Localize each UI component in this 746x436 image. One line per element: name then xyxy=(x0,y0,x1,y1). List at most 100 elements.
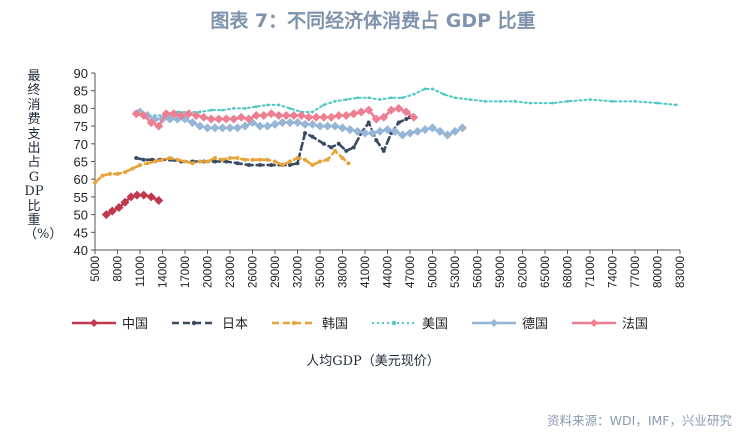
data-point-5-32 xyxy=(371,114,381,124)
data-point-3-31 xyxy=(498,99,502,103)
data-point-2-33 xyxy=(340,155,345,160)
data-point-5-24 xyxy=(311,112,321,122)
data-point-3-6 xyxy=(209,108,213,112)
x-tick-label: 41000 xyxy=(360,256,372,288)
data-point-1-22 xyxy=(344,148,349,153)
data-point-2-29 xyxy=(310,163,315,168)
y-tick-label: 55 xyxy=(74,190,88,205)
data-point-1-10 xyxy=(235,161,240,166)
data-point-4-16 xyxy=(255,121,265,131)
data-point-2-25 xyxy=(280,163,285,168)
data-point-1-17 xyxy=(303,131,307,136)
data-point-1-1 xyxy=(141,157,146,162)
data-point-5-17 xyxy=(259,110,269,120)
data-point-4-10 xyxy=(210,123,220,133)
x-tick-label: 44000 xyxy=(383,256,395,288)
data-point-3-19 xyxy=(356,96,359,100)
data-point-2-11 xyxy=(175,157,180,162)
data-point-3-27 xyxy=(442,92,446,96)
data-point-4-37 xyxy=(412,126,423,136)
data-point-1-19 xyxy=(321,141,326,146)
data-point-3-38 xyxy=(633,99,637,103)
x-tick-label: 53000 xyxy=(450,256,462,288)
data-point-1-29 xyxy=(396,120,401,125)
data-point-4-14 xyxy=(240,121,250,131)
data-point-1-2 xyxy=(150,157,154,162)
data-point-2-16 xyxy=(213,155,217,160)
source-note: 资料来源：WDI，IMF，兴业研究 xyxy=(547,413,732,428)
data-point-5-16 xyxy=(251,110,261,120)
data-point-3-21 xyxy=(378,98,382,101)
data-point-1-0 xyxy=(134,155,139,160)
data-point-5-4 xyxy=(161,109,171,119)
data-point-4-4 xyxy=(165,114,175,124)
data-point-3-24 xyxy=(412,92,416,96)
y-tick-label: 45 xyxy=(74,225,88,240)
data-point-5-6 xyxy=(176,110,186,120)
data-point-2-15 xyxy=(205,159,210,164)
data-point-1-13 xyxy=(269,163,274,168)
x-tick-label: 32000 xyxy=(293,256,305,288)
legend-marker xyxy=(191,320,197,326)
data-point-4-24 xyxy=(315,121,325,131)
data-point-2-9 xyxy=(160,157,165,162)
x-axis-label: 人均GDP（美元现价） xyxy=(306,354,440,369)
chart-title: 图表 7：不同经济体消费占 GDP 比重 xyxy=(210,10,536,32)
data-point-3-17 xyxy=(333,99,337,103)
data-point-4-17 xyxy=(262,121,273,131)
data-point-2-22 xyxy=(258,157,262,162)
data-point-4-8 xyxy=(195,121,205,131)
data-point-3-33 xyxy=(528,101,532,105)
data-point-1-9 xyxy=(224,159,229,164)
data-point-4-7 xyxy=(187,118,198,128)
legend-label: 德国 xyxy=(522,317,548,332)
data-point-3-7 xyxy=(221,108,224,112)
data-point-2-18 xyxy=(228,155,232,160)
x-tick-label: 5000 xyxy=(90,256,102,282)
data-point-3-28 xyxy=(453,96,457,100)
x-tick-label: 20000 xyxy=(203,256,215,288)
data-point-5-18 xyxy=(266,109,276,119)
data-point-4-9 xyxy=(202,123,213,133)
legend-label: 韩国 xyxy=(322,317,348,332)
legend-item-1: 日本 xyxy=(172,317,248,332)
data-point-4-43 xyxy=(457,123,468,133)
data-point-5-7 xyxy=(184,109,194,119)
data-point-5-30 xyxy=(356,107,366,117)
x-tick-label: 38000 xyxy=(338,256,350,288)
data-point-2-19 xyxy=(235,155,240,160)
legend-marker xyxy=(391,320,397,326)
data-point-5-12 xyxy=(221,114,231,124)
data-point-3-20 xyxy=(367,96,371,100)
data-point-1-27 xyxy=(381,148,386,153)
data-point-4-32 xyxy=(375,126,385,136)
y-tick-label: 75 xyxy=(74,119,88,134)
x-tick-label: 65000 xyxy=(540,256,552,288)
data-point-4-27 xyxy=(337,123,348,133)
data-point-3-11 xyxy=(266,103,269,107)
data-point-3-35 xyxy=(566,99,569,103)
data-point-4-22 xyxy=(300,119,310,129)
data-point-5-27 xyxy=(334,110,344,120)
y-tick-label: 65 xyxy=(74,155,88,170)
data-point-3-16 xyxy=(322,103,326,107)
legend-item-5: 法国 xyxy=(572,317,648,332)
data-point-5-28 xyxy=(341,110,351,120)
data-point-2-2 xyxy=(108,171,112,176)
x-tick-label: 47000 xyxy=(405,256,417,288)
data-point-4-18 xyxy=(270,119,280,129)
data-point-2-7 xyxy=(145,161,150,166)
x-tick-label: 14000 xyxy=(158,256,170,288)
data-point-2-30 xyxy=(318,159,322,164)
data-point-1-20 xyxy=(329,145,334,150)
y-tick-label: 80 xyxy=(74,101,88,116)
data-point-5-26 xyxy=(326,112,336,122)
x-tick-label: 74000 xyxy=(608,256,620,288)
data-point-3-34 xyxy=(551,101,554,105)
data-point-0-1 xyxy=(107,206,117,216)
data-point-4-34 xyxy=(390,126,400,136)
x-tick-label: 77000 xyxy=(630,256,642,288)
data-point-4-31 xyxy=(367,128,378,138)
x-tick-label: 80000 xyxy=(653,256,665,288)
